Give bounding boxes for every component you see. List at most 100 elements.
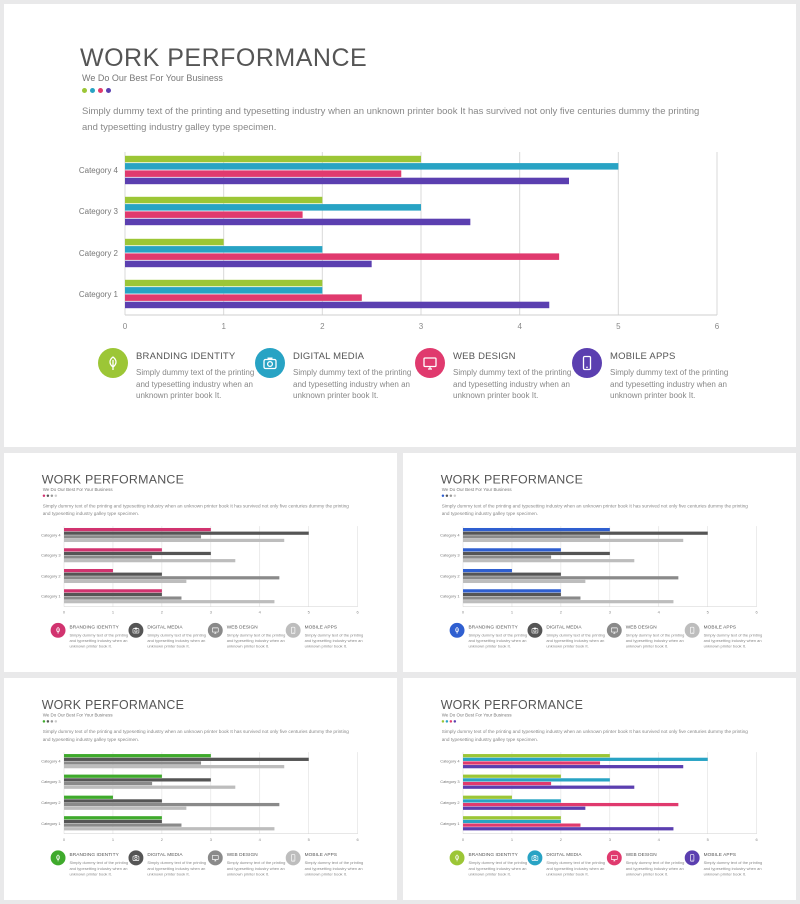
bar — [463, 785, 635, 789]
category-label: Category 1 — [440, 821, 460, 826]
feature-icon-circle — [449, 622, 465, 638]
feature-web-design: WEB DESIGN Simply dummy text of the prin… — [606, 622, 686, 658]
accent-dot — [50, 494, 54, 497]
bar — [463, 799, 561, 803]
x-tick-label: 0 — [63, 837, 66, 842]
bar — [64, 823, 182, 827]
category-label: Category 1 — [41, 821, 61, 826]
category-label: Category 3 — [41, 553, 61, 558]
category-label: Category 2 — [79, 249, 119, 258]
leaf-icon — [455, 854, 459, 862]
slide-thumbnail-color[interactable]: WORK PERFORMANCE We Do Our Best For Your… — [403, 678, 796, 900]
camera-icon — [531, 855, 539, 861]
bar — [64, 781, 153, 786]
monitor-icon — [610, 627, 618, 634]
category-label: Category 1 — [440, 594, 459, 599]
x-tick-label: 2 — [560, 610, 562, 615]
accent-dot — [98, 88, 103, 93]
slide-main[interactable]: WORK PERFORMANCE We Do Our Best For Your… — [4, 4, 796, 447]
category-label: Category 4 — [440, 759, 460, 764]
monitor-icon — [423, 357, 437, 370]
accent-dot — [82, 88, 87, 93]
accent-dots — [441, 720, 457, 723]
camera-icon — [132, 627, 140, 634]
slide-thumbnail-blue[interactable]: WORK PERFORMANCE We Do Our Best For Your… — [403, 453, 796, 672]
leaf-icon — [455, 626, 459, 634]
slide-title: WORK PERFORMANCE — [41, 472, 185, 487]
bar — [64, 802, 280, 807]
slide-content: WORK PERFORMANCE We Do Our Best For Your… — [4, 4, 796, 447]
feature-text: Simply dummy text of the printing and ty… — [304, 860, 364, 877]
bar — [125, 279, 323, 287]
accent-dots — [42, 494, 58, 497]
phone-icon — [291, 854, 296, 862]
feature-title: DIGITAL MEDIA — [546, 851, 582, 858]
bar — [125, 253, 560, 260]
phone-icon — [690, 854, 695, 862]
bar — [64, 757, 309, 761]
x-tick-label: 1 — [511, 610, 513, 615]
bar — [463, 596, 581, 600]
accent-dot — [441, 494, 445, 497]
feature-icon-circle — [684, 850, 700, 866]
monitor-icon — [211, 855, 219, 862]
feature-title: DIGITAL MEDIA — [293, 351, 365, 362]
feature-text: Simply dummy text of the printing and ty… — [226, 860, 286, 877]
bar — [125, 301, 550, 309]
category-label: Category 2 — [41, 573, 60, 578]
bar — [64, 548, 162, 552]
monitor-icon — [610, 855, 618, 862]
slide-description: Simply dummy text of the printing and ty… — [441, 503, 748, 517]
feature-title: DIGITAL MEDIA — [546, 624, 582, 630]
feature-icon-circle — [207, 622, 223, 638]
feature-title: MOBILE APPS — [304, 851, 338, 858]
bar — [463, 761, 601, 765]
feature-title: WEB DESIGN — [625, 851, 657, 858]
slide-subtitle: We Do Our Best For Your Business — [441, 487, 512, 493]
accent-dot — [42, 720, 46, 723]
bar — [463, 559, 635, 563]
bar — [463, 579, 586, 584]
accent-dots — [82, 88, 111, 93]
feature-mobile-apps: MOBILE APPS Simply dummy text of the pri… — [684, 850, 764, 885]
feature-text: Simply dummy text of the printing and ty… — [136, 368, 255, 400]
x-tick-label: 2 — [320, 322, 325, 331]
x-tick-label: 4 — [658, 837, 661, 842]
bar — [64, 535, 202, 539]
slide-title: WORK PERFORMANCE — [440, 472, 584, 487]
x-tick-label: 0 — [462, 837, 465, 842]
x-tick-label: 5 — [308, 837, 311, 842]
feature-mobile-apps: MOBILE APPS Simply dummy text of the pri… — [285, 622, 365, 658]
category-label: Category 2 — [440, 800, 459, 805]
feature-title: MOBILE APPS — [304, 624, 338, 630]
bar — [64, 799, 162, 803]
bar — [64, 761, 202, 765]
phone-icon — [582, 355, 592, 371]
bar — [463, 765, 684, 769]
bar — [64, 819, 162, 824]
x-tick-label: 2 — [560, 837, 562, 842]
accent-dot — [449, 720, 453, 723]
bar — [64, 538, 285, 543]
bar-chart: 0 1 2 3 4 5 6 Category 1 Category 2 Category 3 Cat… — [41, 526, 360, 615]
x-tick-label: 4 — [517, 322, 522, 331]
slide-subtitle: We Do Our Best For Your Business — [42, 712, 113, 718]
slide-thumbnail-pink[interactable]: WORK PERFORMANCE We Do Our Best For Your… — [4, 453, 397, 672]
slide-content: WORK PERFORMANCE We Do Our Best For Your… — [4, 678, 397, 900]
feature-mobile-apps: MOBILE APPS Simply dummy text of the pri… — [572, 348, 732, 418]
slide-title: WORK PERFORMANCE — [440, 698, 584, 713]
feature-icon-circle — [128, 622, 144, 638]
feature-title: WEB DESIGN — [625, 624, 657, 630]
x-tick-label: 6 — [357, 837, 360, 842]
feature-title: BRANDING IDENTITY — [69, 851, 119, 858]
bar — [64, 765, 285, 769]
accent-dot — [90, 88, 95, 93]
slide-thumbnail-green[interactable]: WORK PERFORMANCE We Do Our Best For Your… — [4, 678, 397, 900]
x-tick-label: 3 — [609, 610, 612, 615]
x-tick-label: 1 — [511, 837, 514, 842]
bar — [64, 568, 113, 573]
accent-dot — [46, 720, 50, 723]
feature-title: WEB DESIGN — [226, 851, 258, 858]
accent-dots — [42, 720, 58, 723]
bar — [64, 754, 211, 758]
